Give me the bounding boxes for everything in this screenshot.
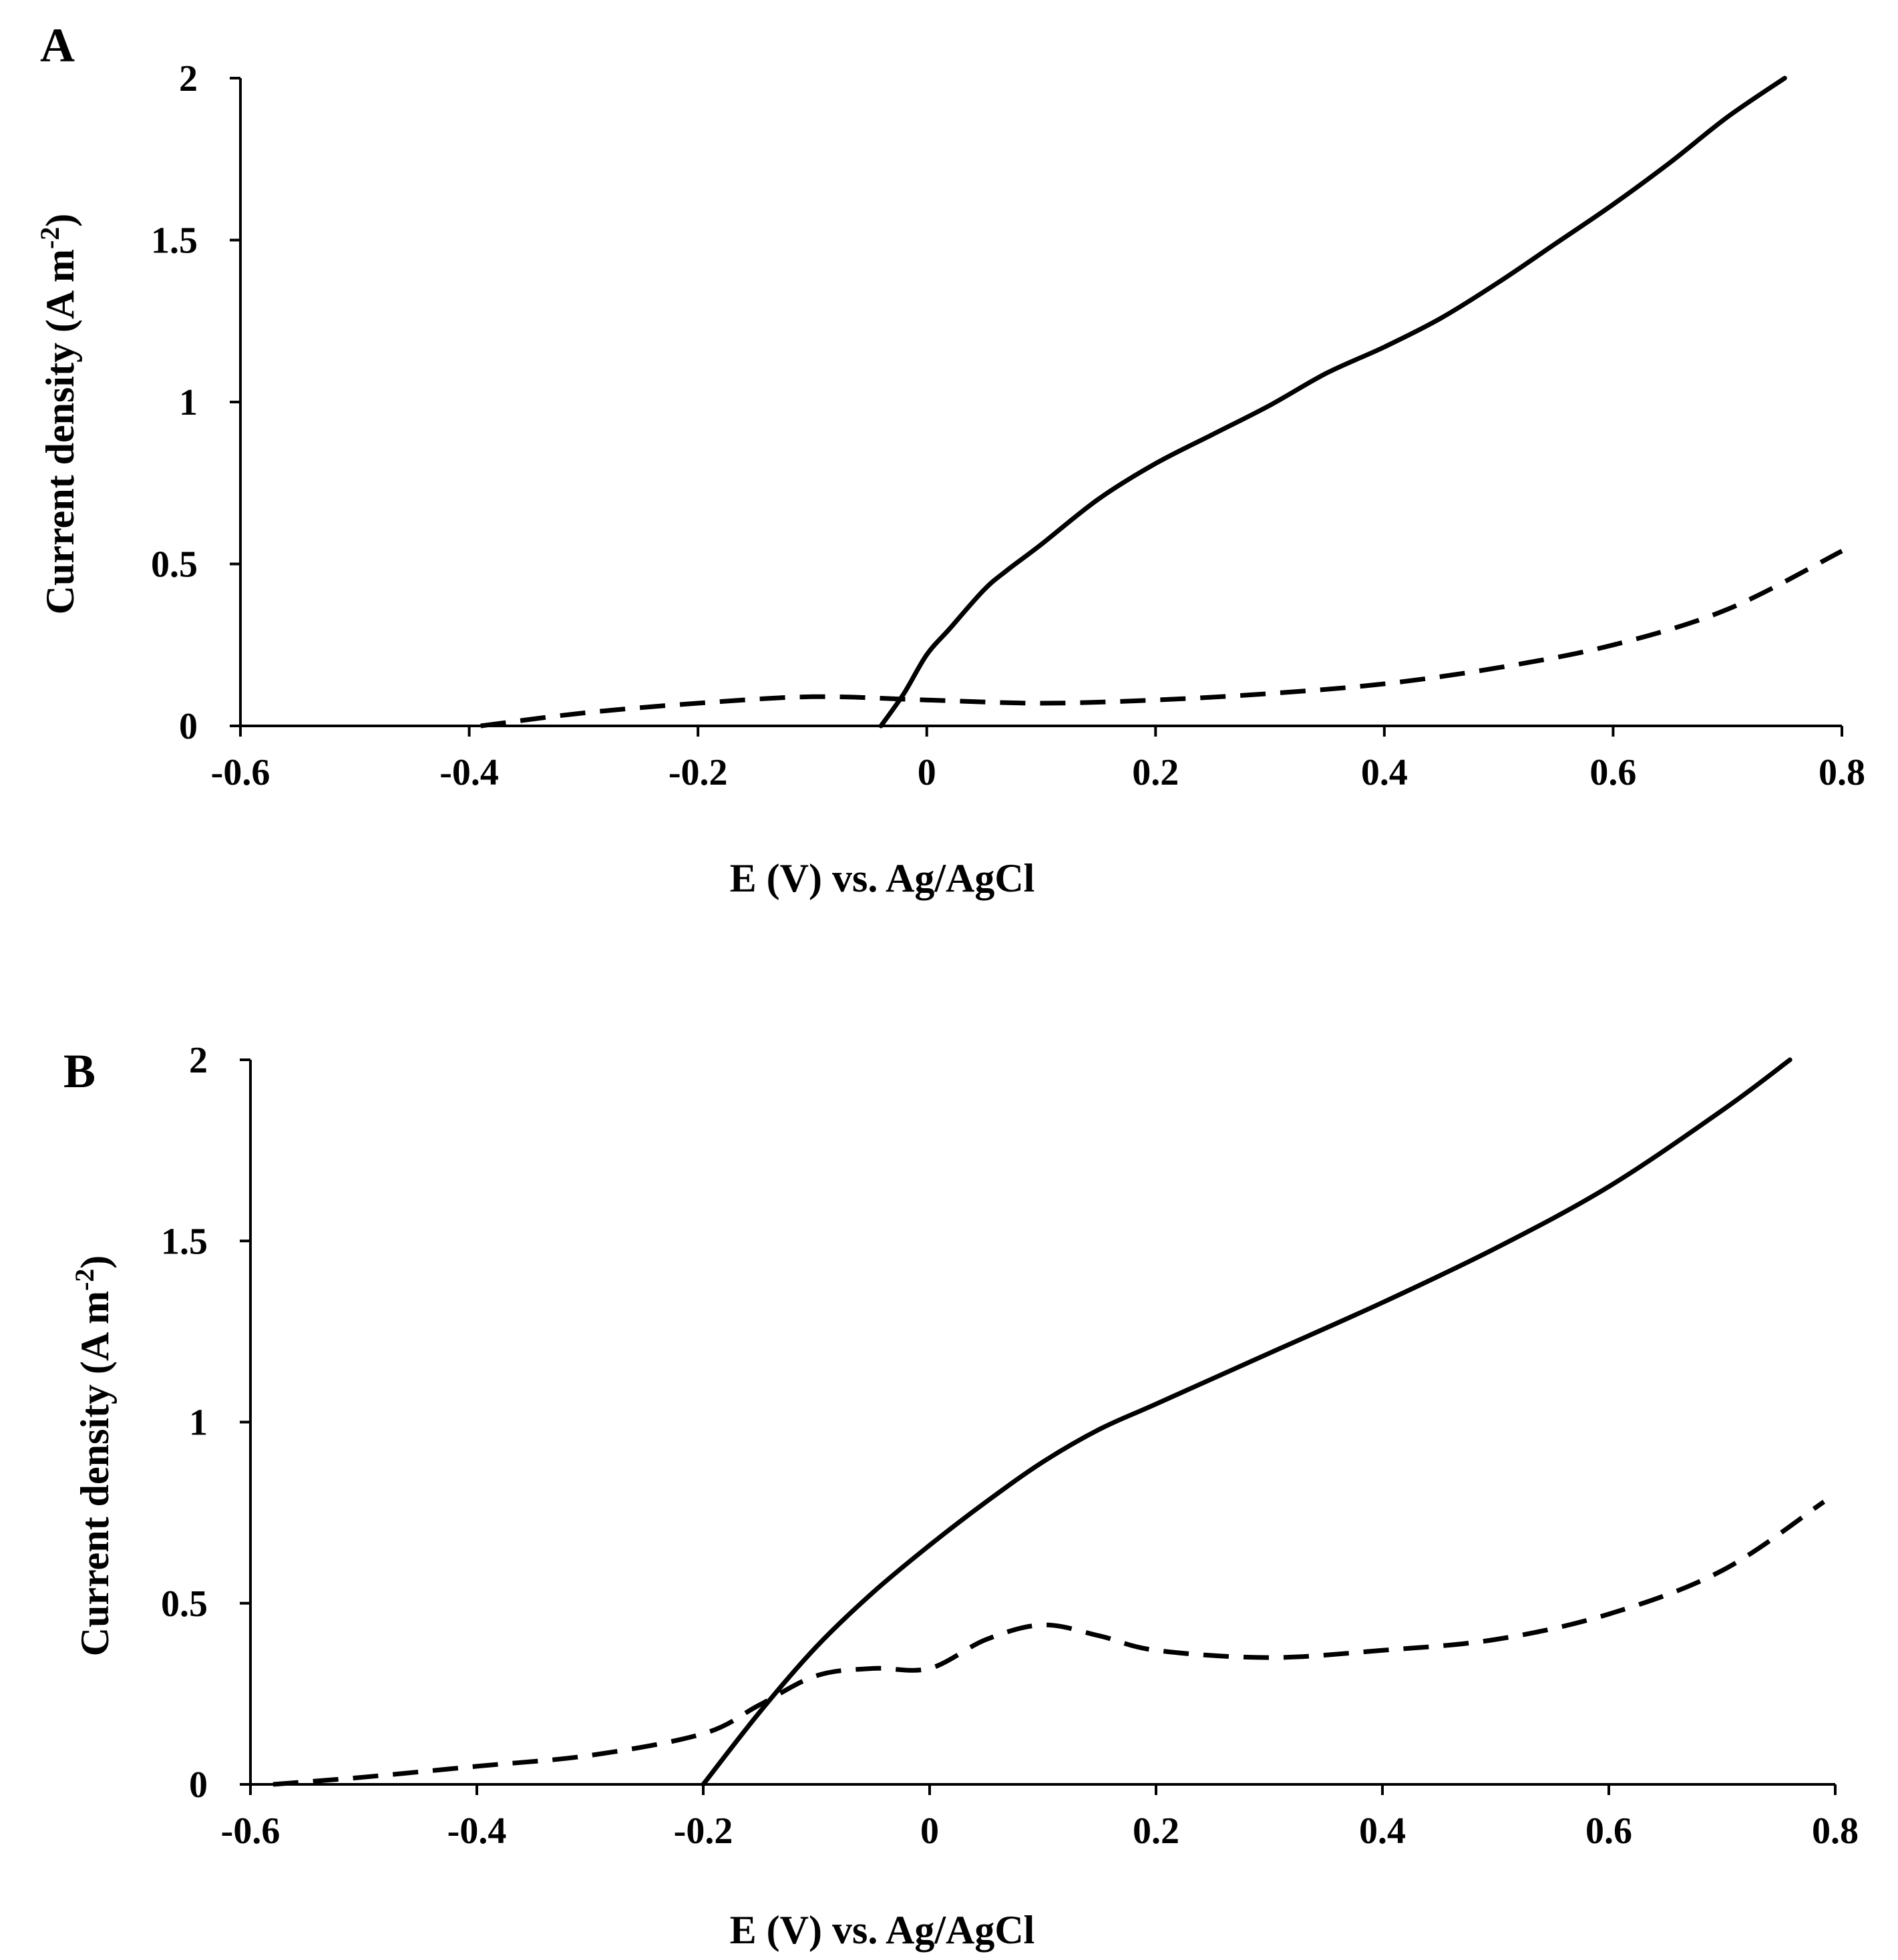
- panel-b-y-tick-label: 2: [189, 1040, 208, 1081]
- panel-b-x-tick-label: -0.2: [674, 1810, 733, 1852]
- panel-a-x-axis-title: E (V) vs. Ag/AgCl: [730, 856, 1035, 900]
- panel-b-x-tick-label: 0.8: [1812, 1810, 1859, 1852]
- panel-a-series-solid: [878, 75, 1787, 729]
- panel-a-y-tick-label: 0: [179, 706, 198, 747]
- panel-b-y-tick-label: 1: [189, 1402, 208, 1444]
- panel-a-x-tick-label: 0.2: [1132, 752, 1179, 793]
- panel-letter-b: B: [63, 1044, 96, 1098]
- panel-b-x-tick-label: 0.6: [1585, 1810, 1632, 1852]
- panel-a-y-tick-label: 2: [179, 58, 198, 100]
- panel-a-series-dashed: [480, 548, 1843, 729]
- panel-b-x-tick-label: 0: [920, 1810, 939, 1852]
- panel-a-x-tick-label: -0.4: [439, 752, 499, 793]
- panel-b-y-tick-label: 1.5: [161, 1221, 208, 1262]
- panel-b-y-tick-label: 0: [189, 1764, 208, 1806]
- panel-a-y-axis-title: Current density (A m-2): [35, 214, 82, 615]
- panel-a-x-tick-label: -0.6: [211, 752, 270, 793]
- panel-a-y-tick-label: 0.5: [151, 544, 198, 586]
- panel-a-x-tick-label: 0.4: [1361, 752, 1408, 793]
- panel-a-y-tick-label: 1.5: [151, 220, 198, 262]
- panel-a-plot-area: -0.6 -0.4 -0.2 0 0.2 0.4 0.6 0.8 0 0.5 1 1.5 2: [151, 58, 1865, 793]
- panel-b-x-tick-label: -0.4: [447, 1810, 507, 1852]
- panel-a-y-tick-label: 1: [179, 382, 198, 423]
- panel-b-x-tick-label: -0.6: [221, 1810, 280, 1852]
- panel-b-x-tick-label: 0.2: [1133, 1810, 1179, 1852]
- panel-a-x-tick-label: 0.6: [1589, 752, 1636, 793]
- panel-b-plot-area: -0.6 -0.4 -0.2 0 0.2 0.4 0.6 0.8 0 0.5 1 1.5 2: [161, 1040, 1859, 1852]
- panel-letter-a: A: [40, 19, 75, 72]
- panel-a-x-tick-label: -0.2: [669, 752, 728, 793]
- panel-a-x-tick-label: 0: [918, 752, 936, 793]
- panel-b-series-dashed: [272, 1499, 1826, 1787]
- panel-b-x-tick-label: 0.4: [1359, 1810, 1406, 1852]
- panel-b-series-solid: [701, 1057, 1792, 1787]
- panel-b: B -0.6 -0.4 -0.2 0 0.2 0.4 0.6 0.8 0 0.5 1 1.5 2 E (…: [63, 1040, 1859, 1952]
- panel-a-x-tick-label: 0.8: [1819, 752, 1865, 793]
- panel-b-x-axis-title: E (V) vs. Ag/AgCl: [730, 1908, 1035, 1952]
- panel-b-y-axis-title: Current density (A m-2): [69, 1255, 117, 1657]
- panel-b-y-tick-label: 0.5: [161, 1583, 208, 1625]
- panel-a: A -0.6 -0.4 -0.2 0 0.2 0.4 0.6 0.8 0 0.5 1 1.5 2 E (…: [35, 19, 1865, 900]
